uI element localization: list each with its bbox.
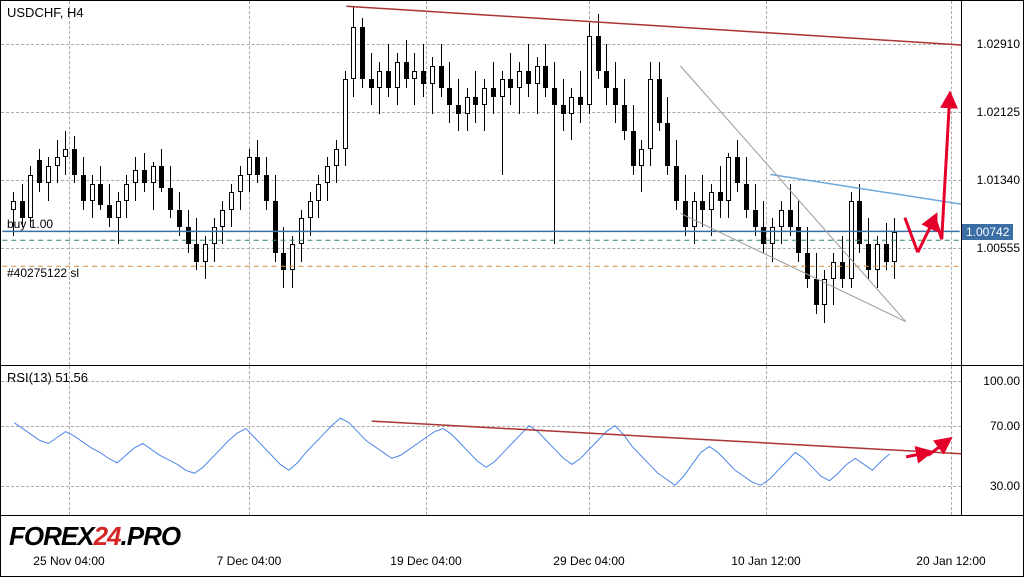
rsi-ytick: 30.00 — [990, 479, 1020, 493]
x-tick: 20 Jan 12:00 — [916, 554, 985, 568]
rsi-title: RSI(13) 51.56 — [7, 370, 88, 385]
forex24-logo: FOREX24.PRO — [9, 521, 180, 552]
price-vgridline — [766, 1, 767, 365]
rsi-ytick: 70.00 — [990, 419, 1020, 433]
x-axis: 25 Nov 04:00 7 Dec 04:00 19 Dec 04:00 29 De… — [1, 516, 1024, 577]
rsi-overlay — [1, 366, 961, 515]
price-panel[interactable]: USDCHF, H4 buy 1.00 #40275122 sl — [1, 1, 961, 366]
price-ytick: 1.01340 — [977, 173, 1020, 187]
price-vgridline — [69, 1, 70, 365]
price-ytick: 1.02125 — [977, 105, 1020, 119]
rsi-vgridline — [766, 366, 767, 515]
y-axis-rsi: 100.00 70.00 30.00 — [961, 366, 1024, 516]
x-tick: 19 Dec 04:00 — [390, 554, 461, 568]
logo-forex: FOREX — [9, 521, 94, 551]
logo-pro: .PRO — [121, 521, 181, 551]
rsi-vgridline — [589, 366, 590, 515]
buy-level-label: buy 1.00 — [7, 217, 53, 231]
price-ytick: 1.00555 — [977, 241, 1020, 255]
price-gridline — [1, 112, 961, 113]
rsi-vgridline — [69, 366, 70, 515]
y-axis-price: 1.02910 1.02125 1.01340 1.00555 1.00742 — [961, 1, 1024, 366]
sl-level-label: #40275122 sl — [7, 266, 79, 280]
logo-24: 24 — [94, 521, 121, 551]
rsi-vgridline — [249, 366, 250, 515]
price-gridline — [1, 248, 961, 249]
price-title: USDCHF, H4 — [7, 5, 84, 20]
rsi-vgridline — [426, 366, 427, 515]
chart-root: USDCHF, H4 buy 1.00 #40275122 sl 1.02910… — [0, 0, 1024, 577]
rsi-gridline — [1, 486, 961, 487]
x-tick: 7 Dec 04:00 — [217, 554, 282, 568]
price-ytick: 1.02910 — [977, 37, 1020, 51]
current-price-badge: 1.00742 — [962, 224, 1013, 240]
x-tick: 25 Nov 04:00 — [33, 554, 104, 568]
rsi-vgridline — [951, 366, 952, 515]
price-gridline — [1, 44, 961, 45]
x-tick: 10 Jan 12:00 — [731, 554, 800, 568]
price-vgridline — [951, 1, 952, 365]
price-vgridline — [426, 1, 427, 365]
rsi-ytick: 100.00 — [983, 374, 1020, 388]
rsi-panel[interactable]: RSI(13) 51.56 — [1, 366, 961, 516]
x-tick: 29 Dec 04:00 — [553, 554, 624, 568]
rsi-gridline — [1, 381, 961, 382]
rsi-gridline — [1, 426, 961, 427]
